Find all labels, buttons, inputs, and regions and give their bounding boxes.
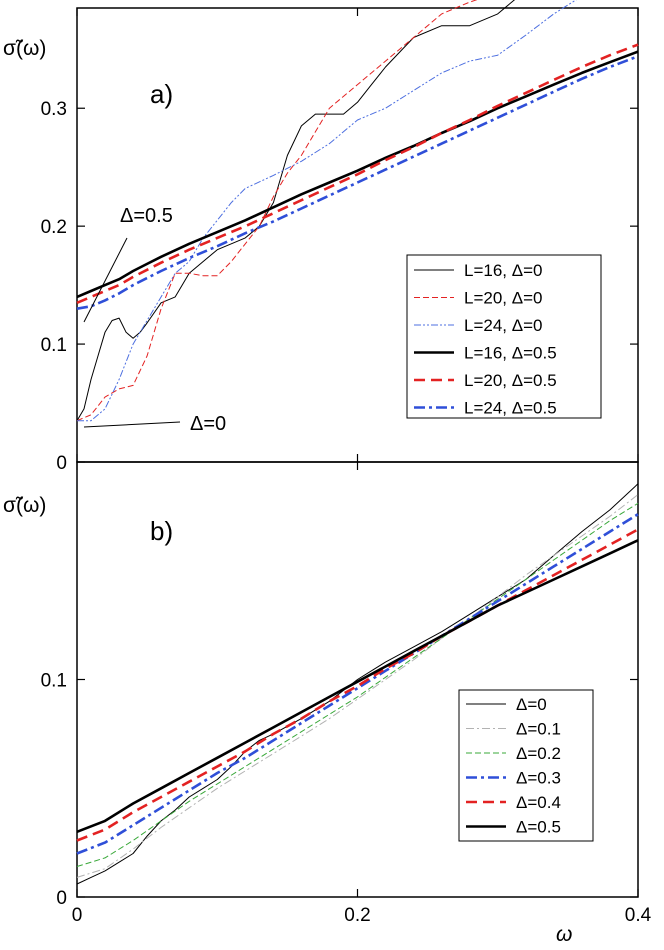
- legend-label-a-3: L=16, Δ=0.5: [464, 344, 557, 363]
- panel-b: 0 0.1 0 0.2 0.4 b) σ̃(ω) ω Δ=0 Δ=0.1 Δ=0.2 Δ=0.…: [3, 461, 652, 946]
- panel-b-ytick-label: 0.1: [41, 671, 67, 692]
- legend-label-b-5: Δ=0.5: [516, 818, 561, 837]
- panel-a-label: a): [150, 79, 173, 109]
- panel-b-xtick-label: 0.4: [625, 905, 652, 926]
- panel-b-label: b): [150, 516, 173, 546]
- legend-label-b-3: Δ=0.3: [516, 769, 561, 788]
- legend-label-b-2: Δ=0.2: [516, 744, 561, 763]
- series-line-a-4: [76, 43, 639, 304]
- legend-label-a-2: L=24, Δ=0: [464, 316, 542, 335]
- series-line-b-5: [76, 539, 639, 834]
- annotation-delta-05: Δ=0.5: [120, 205, 173, 227]
- series-line-a-3: [76, 50, 639, 299]
- panel-a-ytick-label: 0.3: [41, 99, 67, 120]
- series-line-b-1: [76, 494, 639, 878]
- panel-a-ytick-label: 0.2: [41, 217, 67, 238]
- annotation-delta-0: Δ=0: [190, 413, 226, 435]
- legend-label-a-0: L=16, Δ=0: [464, 261, 542, 280]
- panel-b-xtick-label: 0.2: [344, 905, 370, 926]
- panel-a-legend-box: [406, 254, 602, 419]
- panel-a-legend: L=16, Δ=0 L=20, Δ=0 L=24, Δ=0 L=16, Δ=0.5 L=…: [406, 254, 602, 419]
- legend-label-a-1: L=20, Δ=0: [464, 289, 542, 308]
- panel-b-ytick-label: 0: [56, 888, 67, 909]
- panel-b-ticks: 0 0.1 0 0.2 0.4: [41, 462, 652, 926]
- annotation-delta-05-leader: [83, 237, 128, 323]
- panel-b-ylabel: σ̃(ω): [3, 494, 46, 517]
- legend-label-b-0: Δ=0: [516, 695, 547, 714]
- legend-label-b-1: Δ=0.1: [516, 720, 561, 739]
- series-line-a-2: [77, 0, 577, 422]
- panel-a-ytick-label: 0: [56, 453, 67, 474]
- panel-b-xtick-label: 0: [72, 905, 83, 926]
- panel-a-ytick-label: 0.1: [41, 335, 67, 356]
- panel-a-series: [76, 0, 639, 422]
- panel-a-ylabel: σ̃(ω): [3, 37, 46, 60]
- series-line-b-0: [76, 483, 639, 885]
- panel-a: 00.10.20.3 a) σ̃(ω) Δ=0.5 Δ=0 L=16, Δ=0L…: [3, 0, 639, 474]
- panel-b-series: [76, 483, 639, 885]
- legend-label-b-4: Δ=0.4: [516, 793, 561, 812]
- series-line-b-4: [76, 528, 639, 842]
- series-line-a-1: [76, 0, 478, 422]
- panel-a-ticks: 0 0.1 0.2 0.3: [41, 8, 639, 474]
- annotation-delta-0-leader: [83, 421, 181, 428]
- series-line-b-2: [76, 502, 639, 867]
- panel-b-legend: Δ=0 Δ=0.1 Δ=0.2 Δ=0.3 Δ=0.4 Δ=0.5: [458, 689, 594, 842]
- panel-b-legend-box: [458, 689, 594, 842]
- legend-label-a-5: L=24, Δ=0.5: [464, 399, 557, 418]
- legend-label-a-4: L=20, Δ=0.5: [464, 371, 557, 390]
- panel-b-xlabel: ω: [556, 923, 572, 946]
